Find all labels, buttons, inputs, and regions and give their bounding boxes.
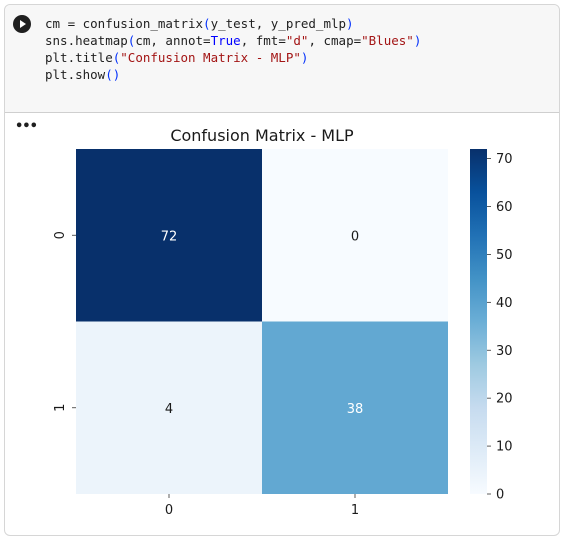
heatmap-cell <box>262 321 448 494</box>
x-tick-label: 0 <box>165 503 173 518</box>
code-cell-editor[interactable]: cm = confusion_matrix(y_test, y_pred_mlp… <box>5 5 559 113</box>
cell-annotation: 38 <box>347 402 364 417</box>
code-line: plt.show() <box>45 67 121 82</box>
cell-annotation: 0 <box>351 229 359 244</box>
y-tick-label: 0 <box>53 231 68 239</box>
colorbar-tick-label: 10 <box>496 440 513 455</box>
play-icon <box>20 20 26 28</box>
code-line: cm = confusion_matrix(y_test, y_pred_mlp… <box>45 16 354 31</box>
code-line: sns.heatmap(cm, annot=True, fmt="d", cma… <box>45 33 422 48</box>
output-menu-icon[interactable]: ••• <box>15 119 38 134</box>
colorbar-tick-label: 30 <box>496 344 513 359</box>
x-tick-label: 1 <box>351 503 359 518</box>
colorbar-tick-label: 60 <box>496 200 513 215</box>
heatmap-cell <box>262 149 448 322</box>
heatmap-cell <box>76 149 262 322</box>
cell-annotation: 4 <box>165 402 173 417</box>
colorbar-tick-label: 70 <box>496 152 513 167</box>
cell-annotation: 72 <box>161 229 178 244</box>
colorbar-tick-label: 40 <box>496 296 513 311</box>
y-tick-label: 1 <box>53 404 68 412</box>
colorbar-tick-label: 50 <box>496 248 513 263</box>
colorbar <box>470 149 487 494</box>
code-text[interactable]: cm = confusion_matrix(y_test, y_pred_mlp… <box>45 15 421 83</box>
run-cell-button[interactable] <box>13 15 31 33</box>
chart-title: Confusion Matrix - MLP <box>170 126 354 145</box>
colorbar-tick-label: 20 <box>496 392 513 407</box>
code-line: plt.title("Confusion Matrix - MLP") <box>45 50 309 65</box>
heatmap-cell <box>76 321 262 494</box>
colorbar-tick-label: 0 <box>496 488 504 503</box>
